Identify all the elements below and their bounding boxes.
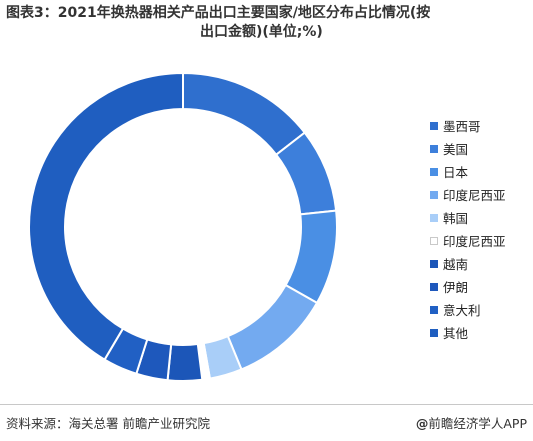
legend-label-1: 墨西哥 xyxy=(443,119,481,134)
legend-swatch-4 xyxy=(430,190,438,199)
legend-item-9: 意大利 xyxy=(430,298,506,321)
legend-swatch-1 xyxy=(430,121,438,130)
legend-item-2: 美国 xyxy=(430,137,506,160)
legend-swatch-5 xyxy=(430,213,438,222)
legend-swatch-9 xyxy=(430,305,438,314)
legend-label-6: 印度尼西亚 xyxy=(443,234,506,249)
legend-swatch-2 xyxy=(430,144,438,153)
brand-at-icon: @ xyxy=(415,416,429,431)
legend-item-7: 越南 xyxy=(430,252,506,275)
legend-item-6: 印度尼西亚 xyxy=(430,229,506,252)
legend-item-5: 韩国 xyxy=(430,206,506,229)
legend-label-7: 越南 xyxy=(443,257,469,272)
legend-item-4: 印度尼西亚 xyxy=(430,183,506,206)
footer-divider xyxy=(0,404,533,405)
legend-label-10: 其他 xyxy=(443,326,469,341)
legend-swatch-3 xyxy=(430,167,438,176)
chart-title-line-1: 图表3：2021年换热器相关产品出口主要国家/地区分布占比情况(按 xyxy=(6,5,431,21)
donut-slice-7 xyxy=(166,342,204,382)
legend-label-2: 美国 xyxy=(443,142,469,157)
legend-item-1: 墨西哥 xyxy=(430,114,506,137)
legend-label-9: 意大利 xyxy=(443,303,481,318)
chart-title: 图表3：2021年换热器相关产品出口主要国家/地区分布占比情况(按 出口金额)(… xyxy=(6,4,506,42)
donut-slice-1 xyxy=(182,71,307,157)
donut-slice-10 xyxy=(28,71,184,361)
legend-swatch-6 xyxy=(430,236,438,245)
brand-name: 前瞻经济学人APP xyxy=(428,416,527,431)
legend-label-4: 印度尼西亚 xyxy=(443,188,506,203)
legend-swatch-8 xyxy=(430,282,438,291)
donut-chart xyxy=(28,71,338,382)
source-note: 资料来源：海关总署 前瞻产业研究院 xyxy=(6,416,210,431)
legend-swatch-7 xyxy=(430,259,438,268)
donut-slice-4 xyxy=(226,283,319,371)
legend-item-10: 其他 xyxy=(430,321,506,344)
brand-credit: @前瞻经济学人APP xyxy=(416,413,527,432)
legend-label-8: 伊朗 xyxy=(443,280,469,295)
legend-label-5: 韩国 xyxy=(443,211,469,226)
legend-swatch-10 xyxy=(430,328,438,337)
legend-item-3: 日本 xyxy=(430,160,506,183)
chart-legend: 墨西哥 美国 日本 印度尼西亚 韩国 印度尼西亚 越南 伊朗 意大利 其他 xyxy=(430,114,506,344)
legend-item-8: 伊朗 xyxy=(430,275,506,298)
chart-title-line-2: 出口金额)(单位;%) xyxy=(200,24,323,40)
legend-label-3: 日本 xyxy=(443,165,469,180)
